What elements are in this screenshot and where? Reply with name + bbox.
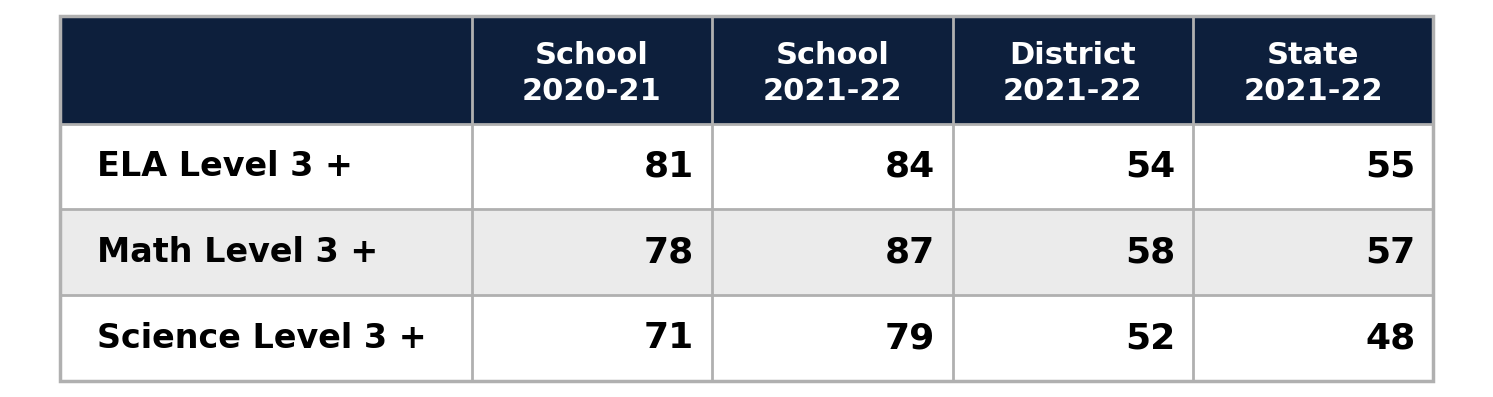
Bar	[60, 295, 1433, 381]
Text: 2021-22: 2021-22	[1244, 77, 1383, 106]
Text: 2021-22: 2021-22	[1003, 77, 1142, 106]
Text: School: School	[775, 41, 890, 70]
Text: District: District	[1009, 41, 1136, 70]
Text: 58: 58	[1124, 235, 1175, 270]
Text: 87: 87	[884, 235, 935, 270]
Bar	[60, 16, 1433, 123]
Text: State: State	[1268, 41, 1359, 70]
Text: Math Level 3 +: Math Level 3 +	[97, 236, 378, 269]
Text: ELA Level 3 +: ELA Level 3 +	[97, 150, 352, 183]
Text: 2020-21: 2020-21	[523, 77, 661, 106]
Text: 2021-22: 2021-22	[763, 77, 902, 106]
Text: 71: 71	[643, 321, 694, 355]
Text: Science Level 3 +: Science Level 3 +	[97, 322, 427, 355]
Text: 55: 55	[1365, 150, 1415, 183]
Text: 78: 78	[643, 235, 694, 270]
Text: 52: 52	[1124, 321, 1175, 355]
Text: School: School	[534, 41, 649, 70]
Text: 48: 48	[1365, 321, 1415, 355]
Text: 81: 81	[643, 150, 694, 183]
Bar	[60, 123, 1433, 210]
Bar	[60, 210, 1433, 295]
Text: 57: 57	[1365, 235, 1415, 270]
Text: 79: 79	[884, 321, 935, 355]
Text: 54: 54	[1124, 150, 1175, 183]
Text: 84: 84	[884, 150, 935, 183]
